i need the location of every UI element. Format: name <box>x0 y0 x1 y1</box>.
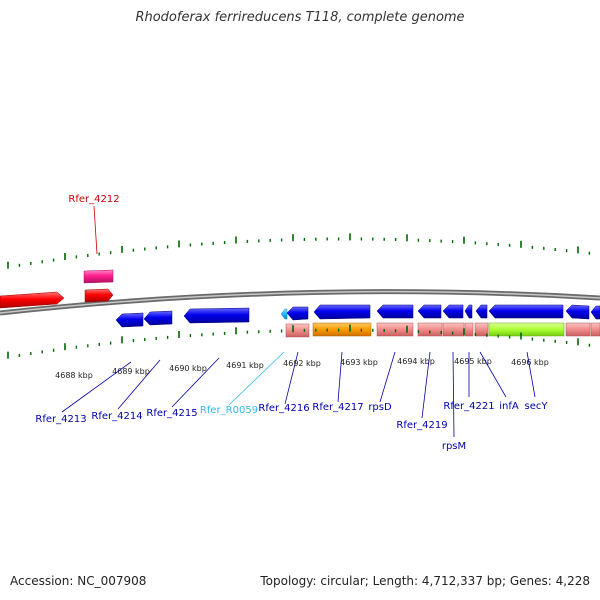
callout-line-rfer-4215 <box>171 357 220 408</box>
cds-block-8[interactable] <box>590 322 600 337</box>
scale-label-4694: 4694 kbp <box>397 357 435 366</box>
callout-line-rfer-r0059 <box>228 351 285 406</box>
gene-arrow-rpsm[interactable] <box>442 304 464 319</box>
gene-arrow-rfer-4221[interactable] <box>475 304 488 319</box>
gene-label-rfer-4216[interactable]: Rfer_4216 <box>258 403 309 414</box>
gene-label-rfer-4213[interactable]: Rfer_4213 <box>35 414 86 425</box>
callout-line-rfer-4212 <box>93 205 98 255</box>
gene-arrow-secy[interactable] <box>488 304 564 319</box>
scale-label-4691: 4691 kbp <box>226 361 264 370</box>
callout-line-rfer-4217 <box>337 351 343 403</box>
gene-label-rfer-4221[interactable]: Rfer_4221 <box>443 401 494 412</box>
genome-stats-text: Topology: circular; Length: 4,712,337 bp… <box>260 574 590 588</box>
scale-label-4690: 4690 kbp <box>169 364 207 373</box>
cds-block-4[interactable] <box>442 322 465 337</box>
gene-label-rfer-4212[interactable]: Rfer_4212 <box>68 194 119 205</box>
cds-block-7[interactable] <box>565 322 591 337</box>
upper-tick-marks <box>7 233 591 269</box>
callout-line-infa <box>479 351 507 398</box>
callout-line-rfer-4219 <box>421 351 431 419</box>
gene-label-rfer-r0059[interactable]: Rfer_R0059 <box>200 405 258 416</box>
cds-block-green[interactable] <box>488 322 565 337</box>
gene-label-rpsd[interactable]: rpsD <box>368 402 392 413</box>
gene-label-rpsm[interactable]: rpsM <box>442 441 466 452</box>
scale-label-4689: 4689 kbp <box>112 367 150 376</box>
gene-arrow-rfer-4212-pseudo[interactable] <box>83 269 114 284</box>
scale-label-4696: 4696 kbp <box>511 358 549 367</box>
gene-arrow-rfer-4216[interactable] <box>286 306 309 321</box>
callout-line-rfer-4216 <box>284 351 299 405</box>
cds-block-orange[interactable] <box>312 322 372 337</box>
cds-block-6[interactable] <box>474 322 489 337</box>
gene-arrow-rfer-4213[interactable] <box>115 312 144 328</box>
callout-line-rpsd <box>379 351 396 403</box>
gene-label-rfer-4219[interactable]: Rfer_4219 <box>396 420 447 431</box>
genome-backbone-highlight <box>0 290 600 314</box>
cds-block-5[interactable] <box>464 322 474 337</box>
gene-label-rfer-4215[interactable]: Rfer_4215 <box>146 408 197 419</box>
gene-arrow-forward-left[interactable] <box>0 291 65 309</box>
cds-block-3[interactable] <box>417 322 443 337</box>
callout-line-secy <box>526 351 536 398</box>
gene-arrow-rfer-4214[interactable] <box>143 310 173 326</box>
callout-line-rfer-4213 <box>61 361 132 413</box>
scale-label-4692: 4692 kbp <box>283 359 321 368</box>
gene-arrow-right-1[interactable] <box>565 304 590 320</box>
gene-arrow-small[interactable] <box>464 304 473 319</box>
callout-line-rpsm <box>452 351 455 438</box>
callout-line-rfer-4214 <box>117 359 161 410</box>
gene-label-rfer-4217[interactable]: Rfer_4217 <box>312 402 363 413</box>
gene-arrow-rfer-4212[interactable] <box>84 288 114 303</box>
gene-arrow-rfer-4219[interactable] <box>417 304 442 319</box>
cds-block-1[interactable] <box>285 323 310 338</box>
accession-text: Accession: NC_007908 <box>10 574 147 588</box>
gene-arrow-rfer-4217[interactable] <box>313 304 371 320</box>
gene-label-secy[interactable]: secY <box>525 401 549 412</box>
gene-label-rfer-4214[interactable]: Rfer_4214 <box>91 411 142 422</box>
lower-tick-marks <box>7 324 591 359</box>
callout-lines <box>61 205 536 438</box>
gene-arrow-rfer-r0059[interactable] <box>280 308 288 320</box>
scale-label-4695: 4695 kbp <box>454 357 492 366</box>
gene-arrow-rpsd[interactable] <box>376 304 414 319</box>
scale-labels: 4688 kbp 4689 kbp 4690 kbp 4691 kbp 4692… <box>55 357 549 380</box>
gene-labels: Rfer_4212 Rfer_4213 Rfer_4214 Rfer_4215 … <box>35 194 548 452</box>
gene-arrow-rfer-4215[interactable] <box>183 307 250 324</box>
genome-title: Rhodoferax ferrireducens T118, complete … <box>135 10 465 25</box>
scale-label-4688: 4688 kbp <box>55 371 93 380</box>
gene-label-infa[interactable]: infA <box>499 401 519 412</box>
gene-arrow-right-2[interactable] <box>590 305 600 320</box>
scale-label-4693: 4693 kbp <box>340 358 378 367</box>
